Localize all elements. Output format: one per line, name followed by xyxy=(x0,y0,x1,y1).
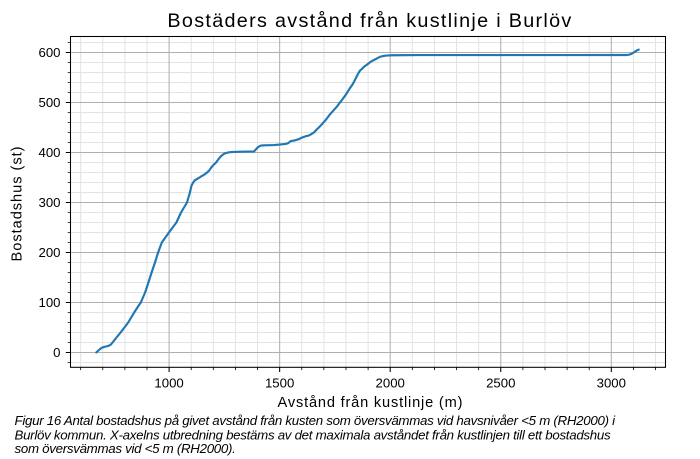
svg-text:600: 600 xyxy=(38,45,60,60)
svg-text:1000: 1000 xyxy=(154,376,183,391)
svg-text:400: 400 xyxy=(38,145,60,160)
svg-text:3000: 3000 xyxy=(597,376,626,391)
svg-text:som översvämmas vid <5 m (RH20: som översvämmas vid <5 m (RH2000). xyxy=(15,441,236,456)
svg-text:2500: 2500 xyxy=(486,376,515,391)
svg-text:500: 500 xyxy=(38,95,60,110)
svg-text:Bostäders avstånd från kustlin: Bostäders avstånd från kustlinje i Burlö… xyxy=(167,10,572,32)
svg-text:200: 200 xyxy=(38,245,60,260)
svg-text:2000: 2000 xyxy=(376,376,405,391)
svg-text:Bostadshus (st): Bostadshus (st) xyxy=(10,146,26,262)
svg-text:0: 0 xyxy=(53,345,60,360)
svg-text:100: 100 xyxy=(38,295,60,310)
svg-text:1500: 1500 xyxy=(265,376,294,391)
svg-text:Figur 16 Antal bostadshus på g: Figur 16 Antal bostadshus på givet avstå… xyxy=(15,413,617,428)
svg-text:300: 300 xyxy=(38,195,60,210)
svg-text:Burlöv kommun. X-axelns utbred: Burlöv kommun. X-axelns utbredning bestä… xyxy=(15,427,611,442)
svg-text:Avstånd från kustlinje (m): Avstånd från kustlinje (m) xyxy=(278,395,464,411)
